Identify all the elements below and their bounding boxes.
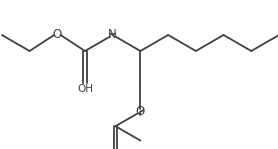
Text: N: N: [108, 28, 117, 42]
Text: O: O: [136, 105, 145, 118]
Text: O: O: [53, 28, 62, 42]
Text: OH: OH: [77, 83, 93, 94]
